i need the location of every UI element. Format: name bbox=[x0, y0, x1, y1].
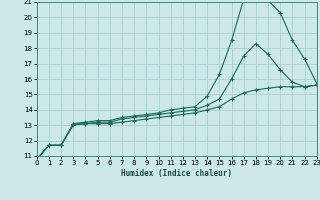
X-axis label: Humidex (Indice chaleur): Humidex (Indice chaleur) bbox=[121, 169, 232, 178]
